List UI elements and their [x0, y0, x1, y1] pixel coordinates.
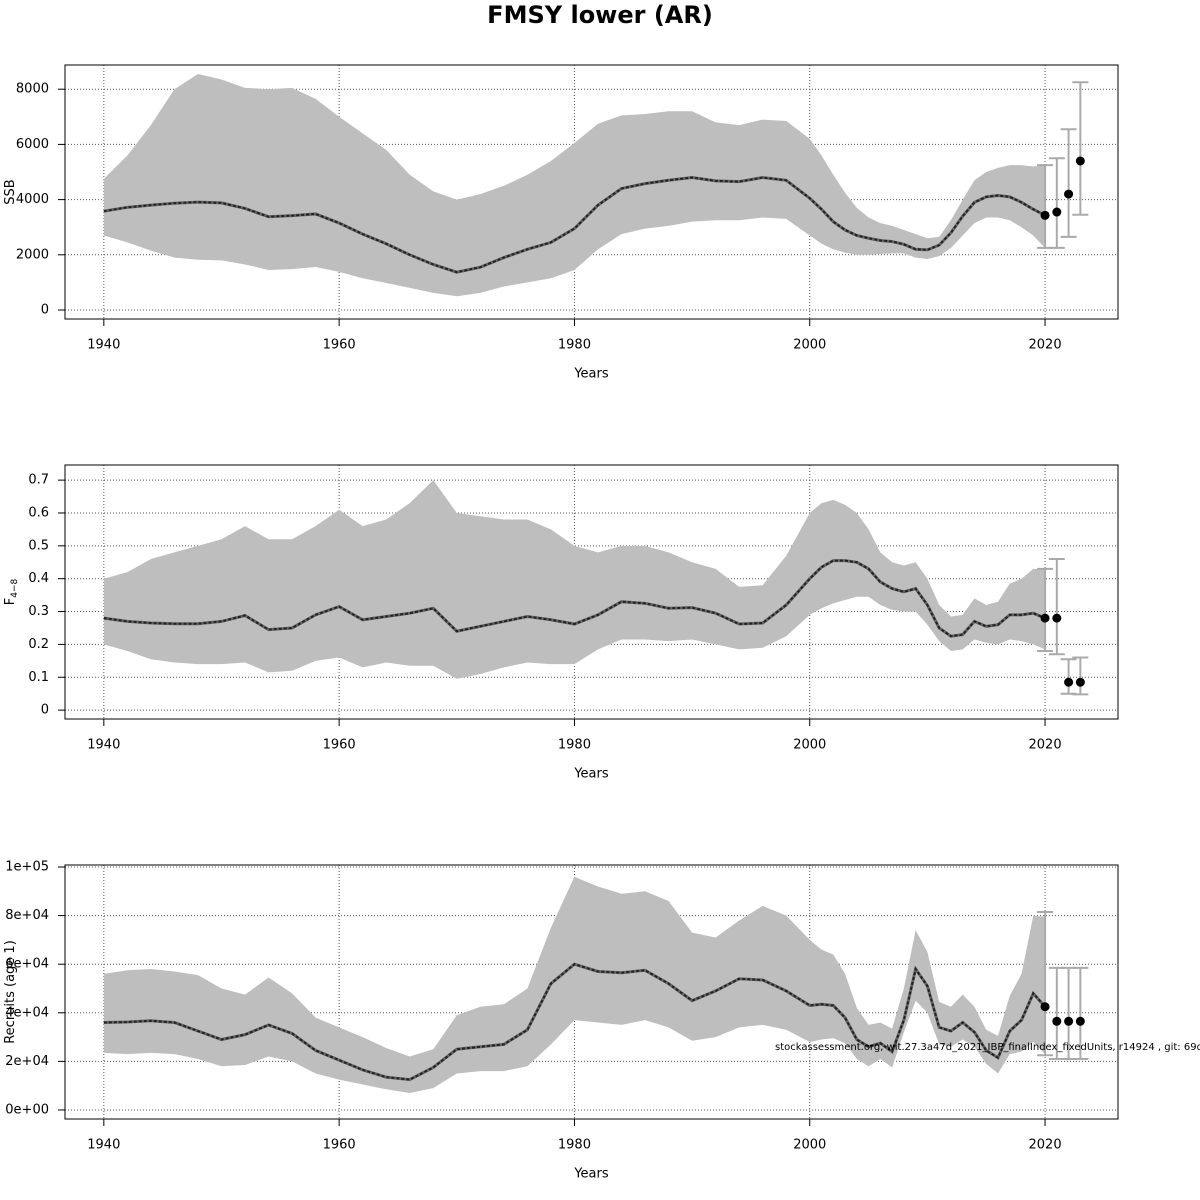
y-tick-label: 0.6 — [28, 505, 49, 520]
y-tick-label: 0 — [41, 303, 49, 318]
plot-frame — [64, 64, 1119, 320]
y-tick-label: 0.5 — [28, 538, 49, 553]
forecast-point — [1052, 1016, 1062, 1026]
y-tick-label: 8e+04 — [5, 908, 49, 923]
estimate-line — [103, 962, 1047, 1082]
y-tick-label: 0 — [41, 703, 49, 718]
y-axis-label: F4−8 — [3, 578, 20, 605]
y-tick-label: 8000 — [16, 82, 49, 97]
y-axis-label-sub: 4−8 — [10, 578, 20, 597]
x-tick-label: 1940 — [87, 338, 120, 353]
y-tick-label: 0.7 — [28, 473, 49, 488]
y-tick-label: 0.3 — [28, 604, 49, 619]
x-tick-label: 2000 — [793, 738, 826, 753]
figure-title: FMSY lower (AR) — [487, 1, 713, 29]
x-tick-label: 1980 — [558, 338, 591, 353]
plot-frame — [64, 864, 1119, 1120]
x-tick-label: 2000 — [793, 338, 826, 353]
y-axis-label-main: SSB — [3, 179, 18, 204]
x-tick-label: 2020 — [1029, 338, 1062, 353]
estimate-line-dash — [103, 176, 1046, 274]
confidence-band — [103, 480, 1046, 679]
y-tick-label: 6e+04 — [5, 957, 49, 972]
x-tick-label: 1980 — [558, 738, 591, 753]
x-tick-label: 2020 — [1029, 738, 1062, 753]
y-tick-label: 0.2 — [28, 637, 49, 652]
forecast-point — [1040, 1002, 1050, 1012]
x-axis-label: Years — [573, 1167, 609, 1182]
y-axis-label: Recruits (age 1) — [3, 940, 18, 1044]
panel: 1940 1960 1980 2000 2020 0 2000 4000 6000 8000 Yea… — [3, 64, 1119, 382]
estimate-line-dash — [103, 559, 1046, 638]
y-tick-label: 4000 — [16, 192, 49, 207]
y-tick-label: 2000 — [16, 247, 49, 262]
x-tick-label: 1940 — [87, 1138, 120, 1153]
x-tick-label: 1960 — [323, 738, 356, 753]
confidence-band — [103, 876, 1046, 1093]
x-tick-label: 2020 — [1029, 1138, 1062, 1153]
y-tick-label: 1e+05 — [5, 860, 49, 875]
y-axis-label-main: Recruits (age 1) — [3, 940, 18, 1044]
panel: 1940 1960 1980 2000 2020 0 0.1 0.2 0.3 0.4 0.5 0.6 0… — [3, 464, 1119, 782]
forecast-point — [1040, 210, 1050, 220]
forecast-point — [1064, 677, 1074, 687]
y-tick-label: 4e+04 — [5, 1005, 49, 1020]
y-tick-label: 0.4 — [28, 571, 49, 586]
panel: 1940 1960 1980 2000 2020 0e+00 2e+04 4e+04 6e+04… — [3, 860, 1119, 1182]
x-axis-label: Years — [573, 367, 609, 382]
x-tick-label: 1960 — [323, 338, 356, 353]
x-tick-label: 1940 — [87, 738, 120, 753]
forecast-point — [1075, 677, 1085, 687]
y-tick-label: 0e+00 — [5, 1102, 49, 1117]
forecast-point — [1075, 156, 1085, 166]
forecast-point — [1052, 613, 1062, 623]
forecast-point — [1040, 613, 1050, 623]
y-axis-label-main: F — [3, 598, 18, 605]
forecast-point — [1064, 1016, 1074, 1026]
plot-frame — [64, 464, 1119, 720]
x-tick-label: 1980 — [558, 1138, 591, 1153]
x-tick-label: 2000 — [793, 1138, 826, 1153]
y-axis-label: SSB — [3, 179, 18, 204]
confidence-band — [103, 74, 1046, 297]
annotation: stockassessment.org, wit.27.3a47d_2021_I… — [775, 1042, 1200, 1053]
y-tick-label: 0.1 — [28, 670, 49, 685]
forecast-point — [1064, 189, 1074, 199]
forecast-point — [1052, 207, 1062, 217]
y-tick-label: 6000 — [16, 137, 49, 152]
forecast-point — [1075, 1016, 1085, 1026]
y-tick-label: 2e+04 — [5, 1054, 49, 1069]
x-axis-label: Years — [573, 767, 609, 782]
x-tick-label: 1960 — [323, 1138, 356, 1153]
